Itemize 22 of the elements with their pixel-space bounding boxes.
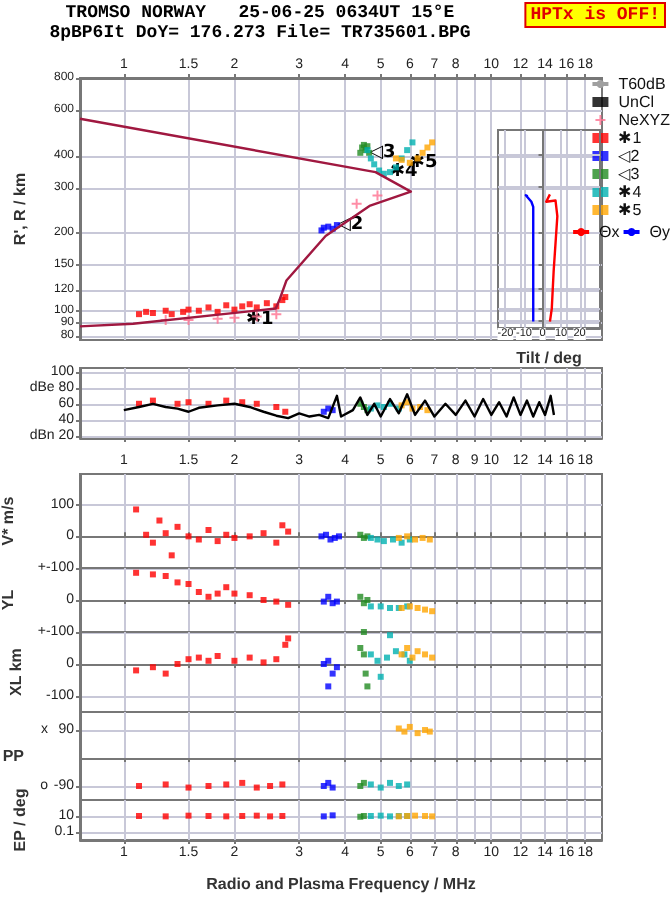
y-axis-title: YL: [0, 589, 17, 611]
y-axis-title: PP: [2, 747, 26, 765]
x-axis-title: Tilt / deg: [516, 348, 582, 367]
legend-label: ◁3: [618, 165, 641, 183]
annotation: ✱1: [245, 310, 274, 331]
annotation: ✱4: [390, 162, 418, 183]
legend-label: ✱4: [618, 183, 643, 201]
y-axis-title: V* m/s: [0, 495, 17, 546]
legend-label: ✱1: [618, 129, 643, 147]
y-axis-title: XL km: [7, 648, 26, 696]
x-axis-title: Radio and Plasma Frequency / MHz: [206, 875, 476, 893]
legend-label: T60dB: [618, 75, 666, 93]
text: HPTx is OFF!: [530, 5, 660, 25]
legend-label: UnCl: [618, 93, 655, 111]
chart-subtitle: 8pBP6It DoY= 176.273 File= TR735601.BPG: [49, 23, 471, 43]
legend-label: ✱5: [618, 201, 643, 219]
legend-label: Θy: [649, 223, 670, 241]
y-axis-title: R', R / km: [11, 172, 29, 246]
y-axis-title: EP / deg: [11, 788, 29, 852]
chart-title: TROMSO NORWAY 25-06-25 0634UT 15°E: [65, 3, 456, 23]
legend-label: NeXYZ: [618, 111, 670, 129]
legend-label: ◁2: [618, 147, 641, 165]
